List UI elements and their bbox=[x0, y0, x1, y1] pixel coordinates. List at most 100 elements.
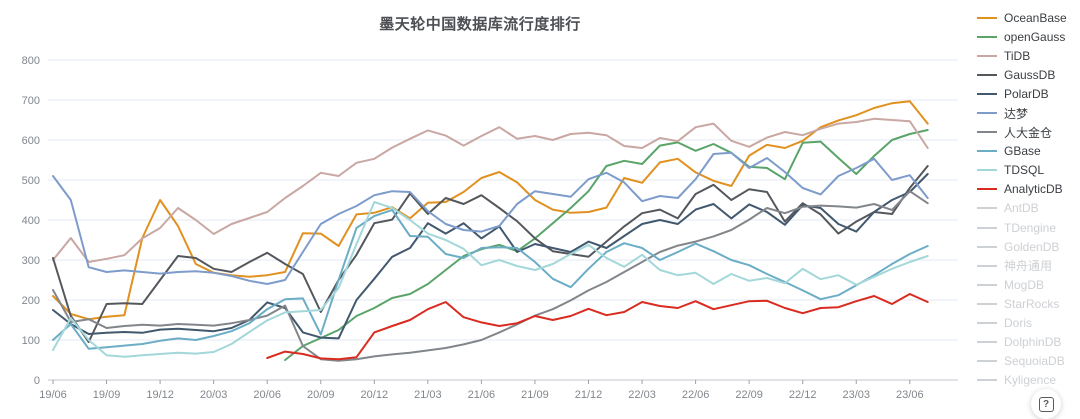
legend-item-GoldenDB[interactable]: GoldenDB bbox=[977, 237, 1077, 256]
legend-label: TDSQL bbox=[1004, 163, 1045, 178]
legend-swatch bbox=[977, 188, 997, 191]
x-axis-label: 22/12 bbox=[789, 389, 817, 401]
legend-item-OceanBase[interactable]: OceanBase bbox=[977, 8, 1077, 27]
question-mark-icon: ? bbox=[1038, 396, 1054, 412]
x-axis-label: 23/06 bbox=[896, 389, 924, 401]
series-line-AnalyticDB bbox=[266, 293, 929, 361]
legend-label: Kyligence bbox=[1004, 373, 1057, 388]
x-axis-label: 20/09 bbox=[307, 389, 335, 401]
y-axis-label: 400 bbox=[22, 215, 40, 227]
series-line-GBase bbox=[52, 209, 929, 350]
legend-swatch bbox=[977, 54, 997, 57]
legend-label: Doris bbox=[1004, 316, 1033, 331]
y-axis-label: 700 bbox=[22, 95, 40, 107]
series-line-人大金仓 bbox=[52, 190, 929, 362]
legend-label: DolphinDB bbox=[1004, 335, 1062, 350]
x-axis-label: 20/12 bbox=[361, 389, 389, 401]
series-line-TDSQL bbox=[52, 201, 929, 358]
legend-item-TDSQL[interactable]: TDSQL bbox=[977, 161, 1077, 180]
legend-label: 人大金仓 bbox=[1004, 125, 1053, 140]
x-axis-label: 22/03 bbox=[628, 389, 656, 401]
legend-swatch bbox=[977, 264, 997, 267]
x-axis-label: 22/06 bbox=[682, 389, 710, 401]
legend-swatch bbox=[977, 73, 997, 76]
legend-swatch bbox=[977, 341, 997, 344]
legend-swatch bbox=[977, 226, 997, 229]
legend-item-TiDB[interactable]: TiDB bbox=[977, 46, 1077, 65]
y-axis-label: 0 bbox=[34, 375, 40, 387]
legend-label: SequoiaDB bbox=[1004, 354, 1065, 369]
legend-item-GaussDB[interactable]: GaussDB bbox=[977, 65, 1077, 84]
legend-label: 神舟通用 bbox=[1004, 259, 1053, 274]
legend-swatch bbox=[977, 150, 997, 153]
series-line-达梦 bbox=[52, 151, 929, 285]
y-axis-label: 300 bbox=[22, 255, 40, 267]
legend-item-MogDB[interactable]: MogDB bbox=[977, 275, 1077, 294]
x-axis-label: 20/06 bbox=[253, 389, 281, 401]
help-button[interactable]: ? bbox=[1031, 389, 1061, 419]
legend-swatch bbox=[977, 379, 997, 382]
legend-item-SequoiaDB[interactable]: SequoiaDB bbox=[977, 352, 1077, 371]
y-axis-label: 100 bbox=[22, 335, 40, 347]
legend-swatch bbox=[977, 131, 997, 134]
series-line-GaussDB bbox=[52, 165, 929, 343]
legend-swatch bbox=[977, 169, 997, 172]
y-axis-label: 800 bbox=[22, 55, 40, 67]
legend-swatch bbox=[977, 322, 997, 325]
legend-swatch bbox=[977, 283, 997, 286]
legend-item-TDengine[interactable]: TDengine bbox=[977, 218, 1077, 237]
legend-item-Doris[interactable]: Doris bbox=[977, 314, 1077, 333]
y-axis-label: 200 bbox=[22, 295, 40, 307]
x-axis-label: 23/03 bbox=[842, 389, 870, 401]
series-line-PolarDB bbox=[52, 173, 929, 340]
legend-label: AnalyticDB bbox=[1004, 182, 1063, 197]
legend-item-AntDB[interactable]: AntDB bbox=[977, 199, 1077, 218]
x-axis-label: 19/09 bbox=[93, 389, 121, 401]
x-axis-label: 19/06 bbox=[39, 389, 67, 401]
legend-swatch bbox=[977, 16, 997, 19]
chart-title: 墨天轮中国数据库流行度排行 bbox=[379, 16, 581, 33]
series-line-openGauss bbox=[284, 129, 929, 361]
y-axis-label: 500 bbox=[22, 175, 40, 187]
legend-item-神舟通用[interactable]: 神舟通用 bbox=[977, 256, 1077, 275]
x-axis-label: 21/06 bbox=[468, 389, 496, 401]
legend-label: GoldenDB bbox=[1004, 239, 1060, 254]
legend-label: OceanBase bbox=[1004, 10, 1067, 25]
legend-swatch bbox=[977, 360, 997, 363]
legend-label: AntDB bbox=[1004, 201, 1039, 216]
x-axis-label: 21/09 bbox=[521, 389, 549, 401]
x-axis-label: 21/03 bbox=[414, 389, 442, 401]
legend-item-Kyligence[interactable]: Kyligence bbox=[977, 371, 1077, 390]
legend-label: MogDB bbox=[1004, 277, 1045, 292]
legend-swatch bbox=[977, 302, 997, 305]
legend-swatch bbox=[977, 207, 997, 210]
legend-item-PolarDB[interactable]: PolarDB bbox=[977, 84, 1077, 103]
legend-label: TDengine bbox=[1004, 220, 1057, 235]
x-axis-label: 19/12 bbox=[146, 389, 174, 401]
legend-label: TiDB bbox=[1004, 48, 1031, 63]
legend-label: StarRocks bbox=[1004, 296, 1060, 311]
legend-label: 达梦 bbox=[1004, 106, 1029, 121]
x-axis-label: 22/09 bbox=[735, 389, 763, 401]
legend: OceanBase openGauss TiDB GaussDB PolarDB 达梦人大… bbox=[977, 8, 1077, 390]
series-line-OceanBase bbox=[52, 100, 929, 321]
legend-label: GaussDB bbox=[1004, 67, 1056, 82]
legend-swatch bbox=[977, 35, 997, 38]
legend-item-StarRocks[interactable]: StarRocks bbox=[977, 294, 1077, 313]
legend-item-DolphinDB[interactable]: DolphinDB bbox=[977, 333, 1077, 352]
series-line-TiDB bbox=[52, 117, 929, 263]
legend-swatch bbox=[977, 245, 997, 248]
x-axis-label: 20/03 bbox=[200, 389, 228, 401]
legend-item-人大金仓[interactable]: 人大金仓 bbox=[977, 123, 1077, 142]
legend-label: GBase bbox=[1004, 144, 1041, 159]
legend-item-GBase[interactable]: GBase bbox=[977, 142, 1077, 161]
legend-label: PolarDB bbox=[1004, 86, 1049, 101]
legend-item-openGauss[interactable]: openGauss bbox=[977, 27, 1077, 46]
legend-swatch bbox=[977, 112, 997, 115]
legend-item-AnalyticDB[interactable]: AnalyticDB bbox=[977, 180, 1077, 199]
legend-label: openGauss bbox=[1004, 29, 1066, 44]
legend-item-达梦[interactable]: 达梦 bbox=[977, 103, 1077, 122]
x-axis-label: 21/12 bbox=[575, 389, 603, 401]
legend-swatch bbox=[977, 92, 997, 95]
